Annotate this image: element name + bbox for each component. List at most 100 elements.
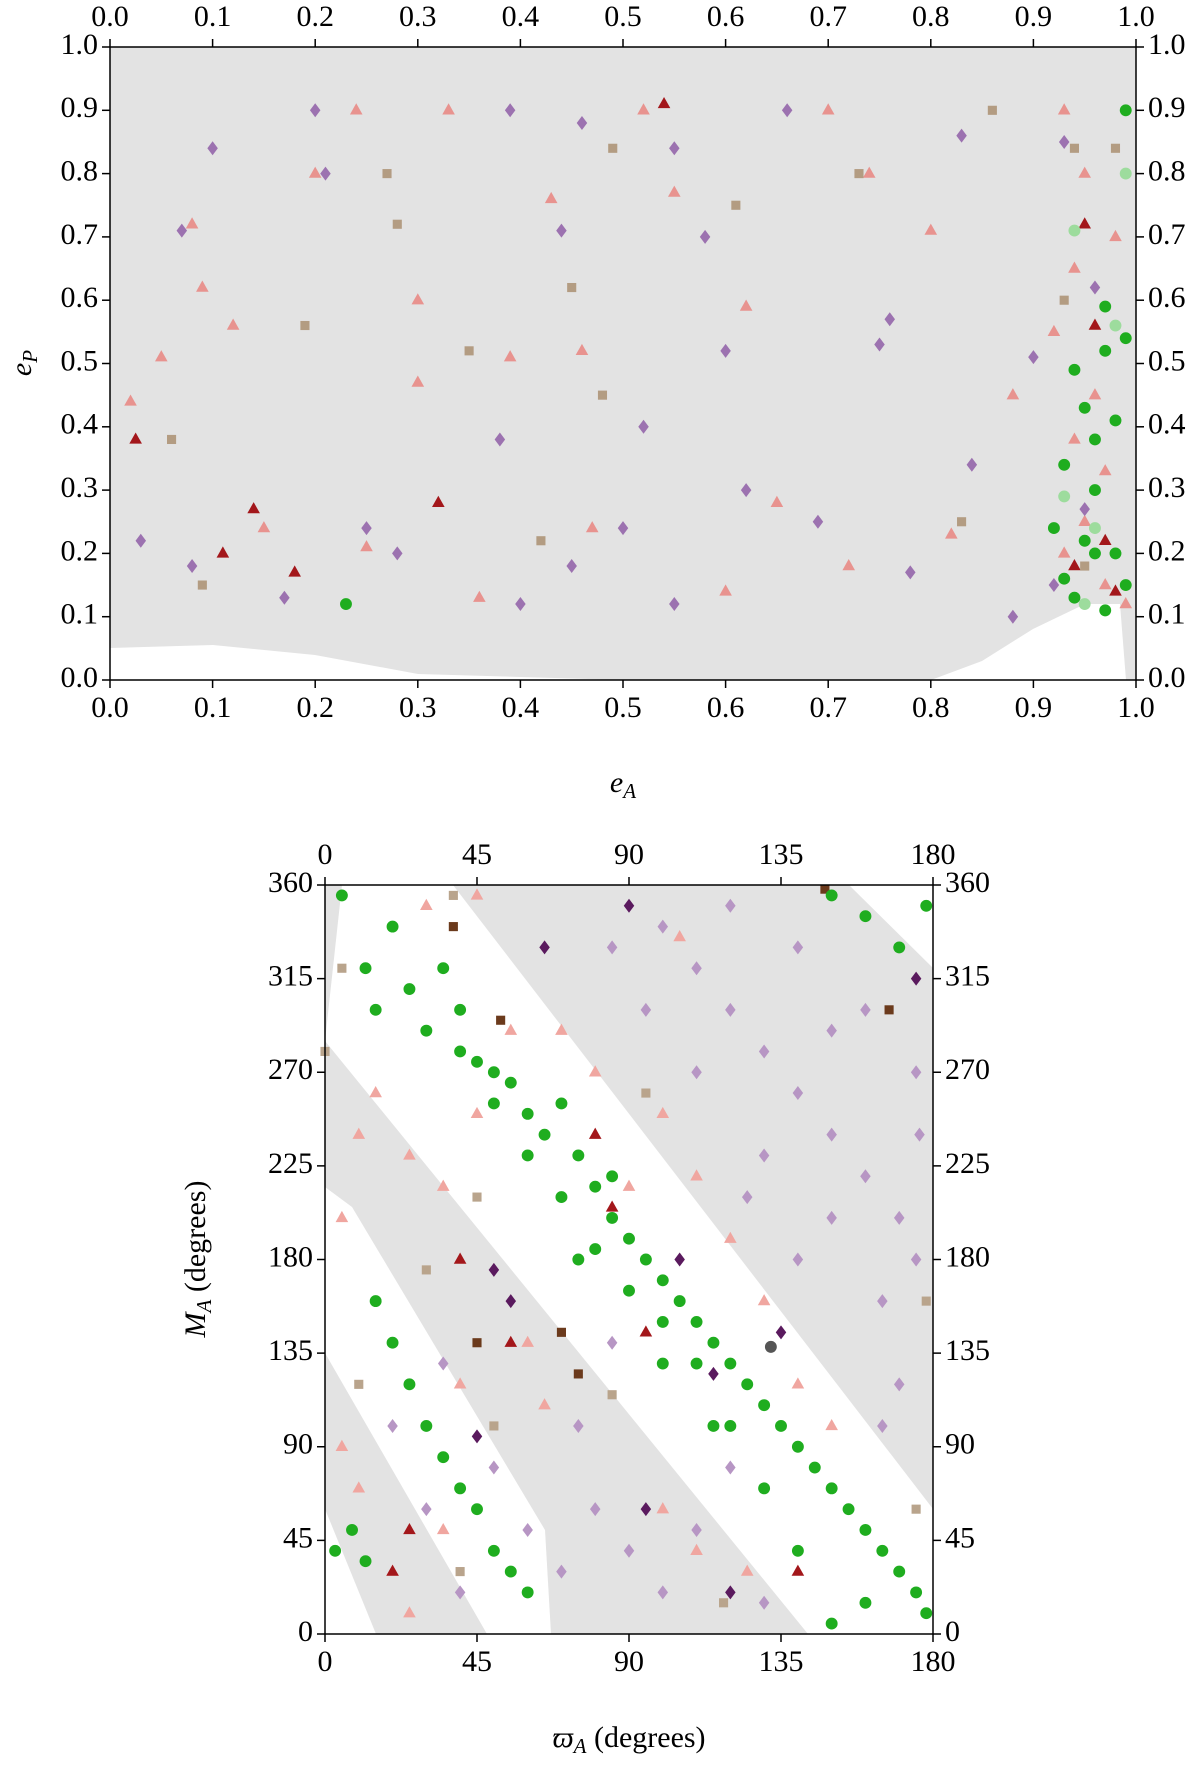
x-tick-label: 0.2 bbox=[296, 691, 334, 724]
data-point bbox=[1088, 318, 1102, 330]
x-tick-label-top: 45 bbox=[462, 838, 492, 871]
data-point bbox=[1089, 522, 1101, 535]
data-point bbox=[335, 1210, 349, 1223]
data-point bbox=[473, 590, 486, 602]
data-point bbox=[668, 185, 681, 197]
x-tick-label: 0.3 bbox=[399, 691, 437, 724]
data-point bbox=[639, 1325, 653, 1337]
data-point bbox=[725, 1002, 736, 1017]
data-point bbox=[656, 1106, 670, 1119]
data-point bbox=[454, 1482, 467, 1495]
empty-region bbox=[325, 1509, 376, 1634]
data-point bbox=[403, 1606, 416, 1618]
data-point bbox=[1078, 401, 1091, 414]
data-point bbox=[403, 1148, 416, 1160]
data-point bbox=[719, 584, 732, 596]
data-point bbox=[539, 940, 550, 955]
data-point bbox=[471, 1429, 483, 1444]
data-point bbox=[781, 103, 793, 118]
data-point bbox=[724, 1419, 737, 1432]
data-point bbox=[792, 1086, 804, 1101]
data-point bbox=[825, 889, 838, 902]
y-tick-label-right: 0.0 bbox=[1148, 661, 1186, 694]
data-point bbox=[825, 1482, 838, 1495]
y-tick-label: 0.6 bbox=[61, 281, 99, 314]
y-tick-label: 0.5 bbox=[61, 344, 99, 377]
data-point bbox=[1088, 388, 1102, 400]
data-point bbox=[607, 1390, 617, 1400]
data-point bbox=[448, 890, 458, 900]
data-point bbox=[775, 1419, 787, 1432]
data-point bbox=[555, 1097, 568, 1110]
data-point bbox=[420, 898, 433, 911]
data-point bbox=[504, 1335, 518, 1347]
data-point bbox=[1078, 514, 1091, 526]
data-point bbox=[1068, 591, 1081, 604]
data-point bbox=[617, 521, 629, 536]
data-point bbox=[597, 390, 608, 400]
x-tick-label: 0.6 bbox=[707, 691, 745, 724]
data-point bbox=[920, 1607, 933, 1620]
data-point bbox=[185, 217, 199, 229]
data-point bbox=[690, 1357, 703, 1370]
data-point bbox=[279, 590, 290, 605]
y-tick-label-right: 180 bbox=[945, 1240, 990, 1273]
x-tick-label-top: 0.5 bbox=[604, 0, 642, 33]
data-point bbox=[719, 1598, 729, 1608]
data-point bbox=[382, 169, 392, 179]
data-point bbox=[1058, 572, 1071, 585]
x-tick-label: 180 bbox=[911, 1645, 956, 1678]
data-point bbox=[216, 546, 230, 558]
data-point bbox=[1109, 414, 1122, 427]
data-point bbox=[825, 1418, 838, 1431]
data-point bbox=[791, 1544, 804, 1557]
data-point bbox=[521, 1335, 534, 1347]
y-tick-label: 0.9 bbox=[61, 91, 99, 124]
data-point bbox=[521, 1586, 534, 1599]
data-point bbox=[945, 527, 958, 539]
data-point bbox=[725, 898, 736, 913]
data-point bbox=[453, 1252, 467, 1264]
x-tick-label-top: 0.9 bbox=[1015, 0, 1053, 33]
data-point bbox=[1058, 134, 1070, 149]
data-point bbox=[337, 963, 347, 973]
data-point bbox=[884, 312, 896, 327]
data-point bbox=[403, 1522, 416, 1535]
data-point bbox=[758, 1595, 770, 1610]
y-tick-label: 0.8 bbox=[61, 154, 99, 187]
y-tick-label-right: 0.2 bbox=[1148, 534, 1186, 567]
data-point bbox=[741, 1190, 753, 1205]
data-point bbox=[623, 1284, 635, 1297]
data-point bbox=[1078, 534, 1091, 547]
data-point bbox=[758, 1044, 770, 1059]
data-point bbox=[346, 1524, 358, 1536]
data-point bbox=[309, 103, 321, 118]
y-tick-label: 1.0 bbox=[61, 28, 99, 61]
data-point bbox=[387, 1418, 398, 1433]
x-tick-label-top: 0.6 bbox=[707, 0, 745, 33]
data-point bbox=[504, 103, 516, 118]
data-point bbox=[436, 1179, 450, 1191]
data-point bbox=[877, 1418, 888, 1433]
y-tick-label: 180 bbox=[268, 1240, 313, 1273]
data-point bbox=[724, 1357, 737, 1370]
data-point bbox=[690, 1543, 703, 1555]
data-point bbox=[1007, 609, 1019, 624]
data-point bbox=[521, 1149, 534, 1162]
data-point bbox=[1057, 103, 1071, 115]
data-point bbox=[775, 1325, 787, 1340]
data-point bbox=[515, 597, 526, 612]
data-point bbox=[1080, 561, 1090, 571]
data-point bbox=[567, 282, 577, 293]
y-tick-label: 270 bbox=[268, 1053, 313, 1086]
y-tick-label: 0.7 bbox=[61, 218, 99, 251]
data-point bbox=[335, 889, 348, 902]
y-tick-label-right: 135 bbox=[945, 1334, 990, 1367]
x-tick-label-top: 0.8 bbox=[912, 0, 950, 33]
data-point bbox=[504, 1565, 517, 1578]
data-point bbox=[669, 597, 680, 612]
data-point bbox=[764, 1340, 777, 1353]
data-point bbox=[555, 1191, 568, 1204]
data-point bbox=[623, 1232, 635, 1245]
data-point bbox=[1110, 143, 1121, 153]
